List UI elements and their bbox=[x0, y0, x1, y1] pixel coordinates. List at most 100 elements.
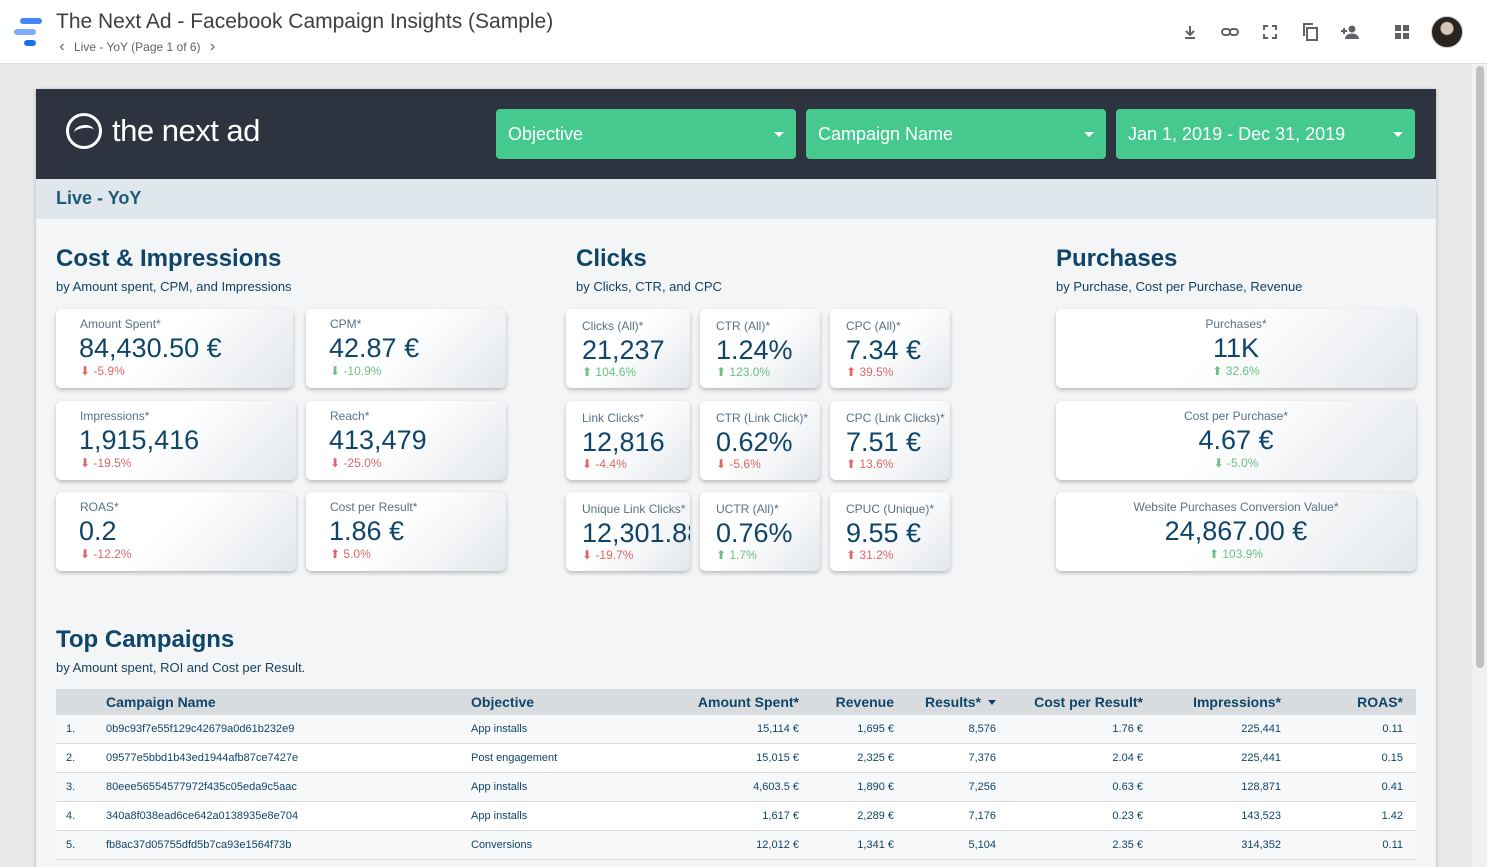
link-clicks-scorecard[interactable]: Link Clicks* 12,816 ⬇ -4.4% bbox=[566, 401, 690, 480]
reach-scorecard[interactable]: Reach* 413,479 ⬇ -25.0% bbox=[306, 401, 506, 480]
copy-icon[interactable] bbox=[1290, 20, 1330, 44]
roas-scorecard[interactable]: ROAS* 0.2 ⬇ -12.2% bbox=[56, 492, 296, 571]
scorecard-delta: ⬇ -19.7% bbox=[582, 548, 633, 562]
scorecard-delta: ⬆ 123.0% bbox=[716, 365, 770, 379]
arrow-down-icon: ⬇ bbox=[716, 457, 727, 471]
results-header: Results* bbox=[924, 694, 981, 710]
cpc-link-scorecard[interactable]: CPC (Link Clicks)* 7.51 € ⬆ 13.6% bbox=[830, 401, 950, 480]
conversion-value-scorecard[interactable]: Website Purchases Conversion Value* 24,8… bbox=[1056, 492, 1416, 571]
amount-spent-header[interactable]: Amount Spent* bbox=[697, 694, 799, 710]
results-cell: 7,256 bbox=[968, 781, 996, 793]
scorecard-value: 84,430.50 € bbox=[79, 333, 222, 363]
scorecard-label: Purchases* bbox=[1205, 317, 1267, 331]
scorecard-label: CTR (Link Click)* bbox=[716, 411, 809, 425]
arrow-down-icon: ⬇ bbox=[1213, 456, 1224, 470]
scorecard-delta: ⬆ 31.2% bbox=[846, 548, 893, 562]
scorecard-value: 1.86 € bbox=[329, 516, 405, 546]
scrollbar-thumb[interactable] bbox=[1476, 66, 1484, 668]
scorecard-label: Reach* bbox=[330, 409, 370, 423]
objective-cell: App installs bbox=[471, 781, 528, 793]
amount-spent-cell: 12,012 € bbox=[756, 839, 799, 851]
scorecard-value: 21,237 bbox=[582, 335, 665, 365]
arrow-up-icon: ⬆ bbox=[1212, 364, 1223, 378]
fullscreen-icon[interactable] bbox=[1250, 20, 1290, 44]
table-row[interactable]: 4. 340a8f038ead6ce642a0138935e8e704 App … bbox=[56, 802, 1416, 831]
table-row[interactable]: 5. fb8ac37d05755dfd5b7ca93e1564f73b Conv… bbox=[56, 831, 1416, 860]
avatar[interactable] bbox=[1431, 16, 1463, 48]
unique-link-clicks-scorecard[interactable]: Unique Link Clicks* 12,301.88 ⬇ -19.7% bbox=[566, 492, 690, 571]
campaign-name-filter[interactable]: Campaign Name bbox=[806, 109, 1106, 159]
link-icon[interactable] bbox=[1210, 20, 1250, 44]
cost-per-result-cell: 0.63 € bbox=[1112, 781, 1143, 793]
table-row[interactable]: 2. 09577e5bbd1b43ed1944afb87ce7427e Post… bbox=[56, 744, 1416, 773]
campaign-name-cell: 80eee56554577972f435c05eda9c5aac bbox=[106, 781, 297, 793]
chevron-left-icon[interactable]: ‹ bbox=[59, 38, 65, 55]
campaign-name-header[interactable]: Campaign Name bbox=[106, 694, 216, 710]
arrow-down-icon: ⬇ bbox=[80, 547, 91, 561]
page-navigator: ‹ Live - YoY (Page 1 of 6) › bbox=[56, 38, 219, 55]
revenue-cell: 1,890 € bbox=[857, 781, 894, 793]
roas-header[interactable]: ROAS* bbox=[1357, 694, 1403, 710]
scorecard-delta: ⬇ -5.0% bbox=[1056, 456, 1416, 470]
objective-cell: Post engagement bbox=[471, 752, 558, 764]
download-icon[interactable] bbox=[1170, 20, 1210, 44]
scorecard-value: 413,479 bbox=[329, 425, 427, 455]
table-row[interactable]: 1. 0b9c93f7e55f129c42679a0d61b232e9 App … bbox=[56, 715, 1416, 744]
cpc-all-scorecard[interactable]: CPC (All)* 7.34 € ⬆ 39.5% bbox=[830, 309, 950, 388]
report-title[interactable]: The Next Ad - Facebook Campaign Insights… bbox=[56, 10, 554, 33]
impressions-header[interactable]: Impressions* bbox=[1193, 694, 1281, 710]
objective-filter[interactable]: Objective bbox=[496, 109, 796, 159]
cost-per-result-scorecard[interactable]: Cost per Result* 1.86 € ⬆ 5.0% bbox=[306, 492, 506, 571]
sort-descending-icon bbox=[988, 699, 996, 705]
amount-spent-scorecard[interactable]: Amount Spent* 84,430.50 € ⬇ -5.9% bbox=[56, 309, 293, 388]
cpm-scorecard[interactable]: CPM* 42.87 € ⬇ -10.9% bbox=[306, 309, 506, 388]
apps-grid-icon[interactable] bbox=[1382, 20, 1422, 44]
chevron-right-icon[interactable]: › bbox=[209, 38, 216, 55]
scorecard-delta: ⬆ 32.6% bbox=[1056, 364, 1416, 378]
purchases-section-title: Purchases bbox=[1056, 245, 1178, 272]
impressions-scorecard[interactable]: Impressions* 1,915,416 ⬇ -19.5% bbox=[56, 401, 296, 480]
ctr-link-scorecard[interactable]: CTR (Link Click)* 0.62% ⬇ -5.6% bbox=[700, 401, 820, 480]
arrow-up-icon: ⬆ bbox=[330, 547, 341, 561]
arrow-up-icon: ⬆ bbox=[716, 548, 727, 562]
dropdown-caret-icon bbox=[774, 131, 784, 137]
results-header-cell[interactable]: Results* bbox=[894, 689, 996, 715]
cost-per-result-header[interactable]: Cost per Result* bbox=[1034, 694, 1143, 710]
toolbar bbox=[1170, 20, 1422, 44]
campaigns-table: Campaign Name Objective Amount Spent* Re… bbox=[56, 689, 1416, 860]
revenue-cell: 1,695 € bbox=[857, 723, 894, 735]
add-person-icon[interactable] bbox=[1330, 20, 1370, 44]
brand-logo: the next ad bbox=[66, 113, 260, 149]
purchases-scorecard[interactable]: Purchases* 11K ⬆ 32.6% bbox=[1056, 309, 1416, 388]
impressions-cell: 128,871 bbox=[1241, 781, 1281, 793]
clicks-all-scorecard[interactable]: Clicks (All)* 21,237 ⬆ 104.6% bbox=[566, 309, 690, 388]
data-studio-logo-icon[interactable] bbox=[14, 18, 44, 46]
scorecard-value: 12,301.88 bbox=[582, 518, 690, 548]
arrow-down-icon: ⬇ bbox=[582, 548, 593, 562]
row-index: 2. bbox=[66, 752, 76, 764]
impressions-cell: 225,441 bbox=[1241, 752, 1281, 764]
roas-cell: 0.15 bbox=[1381, 752, 1403, 764]
delta-value: -5.0% bbox=[1227, 456, 1259, 470]
ctr-all-scorecard[interactable]: CTR (All)* 1.24% ⬆ 123.0% bbox=[700, 309, 820, 388]
arrow-down-icon: ⬇ bbox=[80, 364, 91, 378]
page-label[interactable]: Live - YoY (Page 1 of 6) bbox=[74, 40, 201, 54]
date-range-filter[interactable]: Jan 1, 2019 - Dec 31, 2019 bbox=[1116, 109, 1415, 159]
uctr-scorecard[interactable]: UCTR (All)* 0.76% ⬆ 1.7% bbox=[700, 492, 820, 571]
roas-cell: 1.42 bbox=[1381, 810, 1403, 822]
clicks-section-title: Clicks bbox=[576, 245, 647, 272]
revenue-cell: 2,325 € bbox=[857, 752, 894, 764]
cpuc-scorecard[interactable]: CPUC (Unique)* 9.55 € ⬆ 31.2% bbox=[830, 492, 950, 571]
cost-per-result-cell: 1.76 € bbox=[1112, 723, 1143, 735]
delta-value: -12.2% bbox=[93, 547, 132, 561]
scorecard-delta: ⬇ -5.9% bbox=[80, 364, 125, 378]
delta-value: -19.5% bbox=[93, 456, 132, 470]
delta-value: -25.0% bbox=[343, 456, 382, 470]
revenue-header[interactable]: Revenue bbox=[835, 694, 894, 710]
cost-per-purchase-scorecard[interactable]: Cost per Purchase* 4.67 € ⬇ -5.0% bbox=[1056, 401, 1416, 480]
objective-header[interactable]: Objective bbox=[471, 694, 535, 710]
results-cell: 5,104 bbox=[968, 839, 996, 851]
table-row[interactable]: 3. 80eee56554577972f435c05eda9c5aac App … bbox=[56, 773, 1416, 802]
delta-value: -4.4% bbox=[595, 457, 627, 471]
delta-value: 13.6% bbox=[859, 457, 894, 471]
